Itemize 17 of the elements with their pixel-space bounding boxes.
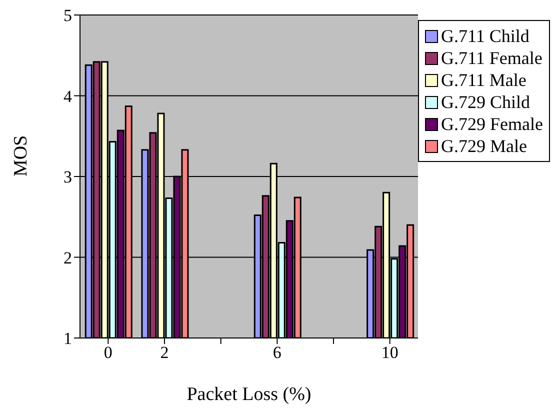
x-tick-label: 6 xyxy=(272,343,282,362)
y-tick-label: 5 xyxy=(64,6,72,26)
y-tick-label: 2 xyxy=(64,248,72,268)
x-tick-label: 0 xyxy=(104,343,112,362)
y-tick-label: 3 xyxy=(64,168,72,187)
legend-label: G.711 Female xyxy=(441,48,542,68)
x-tick-label: 10 xyxy=(381,343,398,362)
legend-label: G.711 Male xyxy=(441,70,526,90)
legend-label: G.729 Male xyxy=(441,136,527,156)
y-axis-title: MOS xyxy=(10,135,32,176)
y-tick-label: 4 xyxy=(64,86,72,106)
legend-label: G.729 Child xyxy=(441,92,530,112)
y-tick-label: 1 xyxy=(64,329,72,348)
legend-label: G.729 Female xyxy=(441,114,543,134)
x-tick-label: 2 xyxy=(160,343,169,362)
x-axis-title: Packet Loss (%) xyxy=(186,384,312,405)
legend-label: G.711 Child xyxy=(441,26,530,46)
